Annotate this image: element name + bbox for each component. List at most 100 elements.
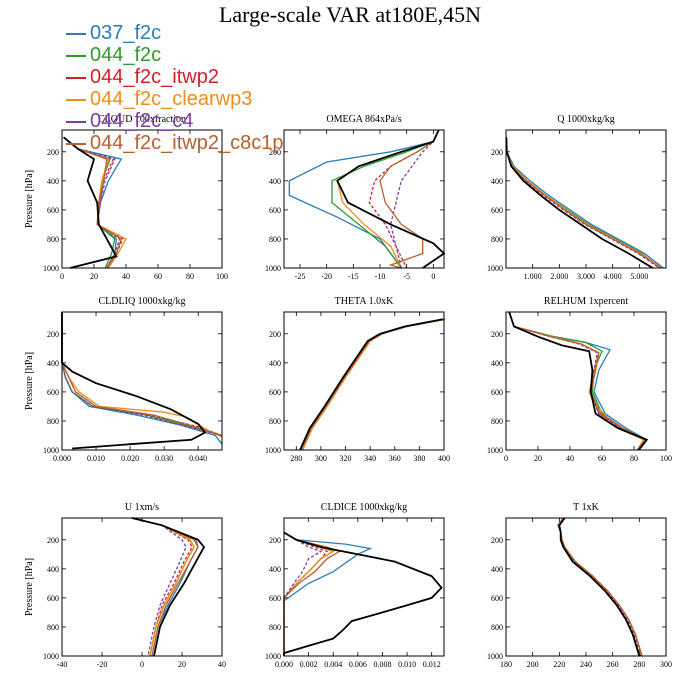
legend-swatch-1 [66,54,86,57]
xtick-label-3-4: 0.040 [189,454,207,463]
series-line-6-2 [131,517,193,657]
ytick-label-5-0: 200 [491,330,503,339]
legend-label-4: 044_f2c_c4 [90,110,194,132]
panel-frame-3 [61,311,223,451]
xtick-label-3-1: 0.010 [87,454,105,463]
ytick-label-6-0: 200 [47,536,59,545]
series-line-6-6 [131,517,206,657]
ytick-label-5-1: 400 [491,359,503,368]
xtick-label-4-4: 360 [389,454,401,463]
ytick-label-4-3: 800 [269,417,281,426]
ytick-label-7-0: 200 [269,536,281,545]
ytick-label-6-1: 400 [47,565,59,574]
legend-label-3: 044_f2c_clearwp3 [90,88,253,110]
xtick-label-1-3: -10 [375,272,386,281]
xtick-label-2-4: 5.000 [630,272,648,281]
ytick-label-0-0: 200 [47,148,59,157]
ytick-label-3-2: 600 [47,388,59,397]
ytick-label-2-0: 200 [491,148,503,157]
xtick-label-7-0: 0.000 [275,660,293,669]
xtick-label-4-2: 320 [340,454,352,463]
ytick-label-1-0: 200 [269,148,281,157]
series-line-0-4 [63,136,121,269]
series-line-8-6 [558,517,641,657]
xtick-label-0-5: 100 [216,272,228,281]
series-line-5-5 [508,311,647,451]
panel-frame-8 [505,517,667,657]
ytick-label-4-1: 400 [269,359,281,368]
series-line-1-0 [288,129,440,269]
panel-frame-2 [505,129,667,269]
ytick-label-1-1: 400 [269,177,281,186]
xtick-label-6-2: 0 [140,660,144,669]
legend-swatch-4 [66,120,86,123]
ytick-label-8-4: 1000 [487,652,503,661]
panel-title-3: CLDLIQ 1000xkg/kg [99,296,186,307]
series-line-8-2 [557,517,642,657]
series-line-3-5 [61,312,223,437]
panel-ylabel-0: Pressure [hPa] [24,170,35,228]
ytick-label-4-4: 1000 [265,446,281,455]
xtick-label-6-1: -20 [97,660,108,669]
ytick-label-3-4: 1000 [43,446,59,455]
series-line-7-0 [283,531,373,656]
ytick-label-6-2: 600 [47,594,59,603]
legend-item-2: 044_f2c_itwp2 [66,66,396,88]
ytick-label-7-3: 800 [269,623,281,632]
ytick-label-7-4: 1000 [265,652,281,661]
xtick-label-3-3: 0.030 [155,454,173,463]
panel-title-8: T 1xK [573,502,599,513]
legend-item-5: 044_f2c_itwp2_c8c1p [66,132,396,154]
ytick-label-3-1: 400 [47,359,59,368]
panel-ylabel-6: Pressure [hPa] [24,558,35,616]
ytick-label-8-0: 200 [491,536,503,545]
xtick-label-1-1: -20 [321,272,332,281]
panel-title-0: CLOUD 100xfraction [98,114,186,125]
xtick-label-8-0: 180 [500,660,512,669]
ytick-label-2-2: 600 [491,206,503,215]
ytick-label-3-3: 800 [47,417,59,426]
panel-frame-5 [505,311,667,451]
panels-group: CLOUD 100xfraction Pressure [hPa] 0 20 40 60 8… [24,114,672,669]
panel-title-6: U 1xm/s [125,502,159,513]
legend: 037_f2c 044_f2c 044_f2c_itwp2 044_f2c_cl… [66,22,396,154]
panel-5: RELHUM 1xpercent 0 20 40 60 80 100 200 400 600 800… [487,296,672,463]
ytick-label-2-4: 1000 [487,264,503,273]
xtick-label-1-0: -25 [295,272,306,281]
series-line-8-4 [557,517,642,657]
series-line-6-4 [131,517,187,657]
xtick-label-7-2: 0.004 [324,660,342,669]
series-line-3-2 [61,312,223,437]
series-line-2-0 [505,137,664,269]
xtick-label-5-3: 60 [598,454,606,463]
xtick-label-4-5: 380 [413,454,425,463]
ytick-label-1-2: 600 [269,206,281,215]
xtick-label-1-2: -15 [348,272,359,281]
ytick-label-8-3: 800 [491,623,503,632]
xtick-label-3-2: 0.020 [121,454,139,463]
xtick-label-0-2: 40 [122,272,130,281]
panel-title-5: RELHUM 1xpercent [544,296,628,307]
xtick-label-8-4: 260 [607,660,619,669]
series-line-2-1 [505,137,662,269]
panel-frame-4 [283,311,445,451]
ytick-label-0-1: 400 [47,177,59,186]
panel-4: THETA 1.0xK 280 300 320 340 360 380 400 200 400 60… [265,296,450,463]
series-line-5-6 [508,311,649,451]
ytick-label-4-0: 200 [269,330,281,339]
page-title: Large-scale VAR at180E,45N [219,2,481,27]
panel-frame-6 [61,517,223,657]
series-line-2-5 [505,137,662,269]
legend-item-3: 044_f2c_clearwp3 [66,88,396,110]
xtick-label-1-5: 0 [431,272,435,281]
panel-title-1: OMEGA 864xPa/s [326,114,401,125]
legend-label-1: 044_f2c [90,44,162,66]
ytick-label-6-4: 1000 [43,652,59,661]
panel-ylabel-3: Pressure [hPa] [24,352,35,410]
legend-swatch-2 [66,76,86,79]
xtick-label-6-3: 20 [178,660,186,669]
legend-swatch-0 [66,32,86,35]
ytick-label-0-4: 1000 [43,264,59,273]
panel-3: CLDLIQ 1000xkg/kg Pressure [hPa] 0.000 0.01… [24,296,223,463]
